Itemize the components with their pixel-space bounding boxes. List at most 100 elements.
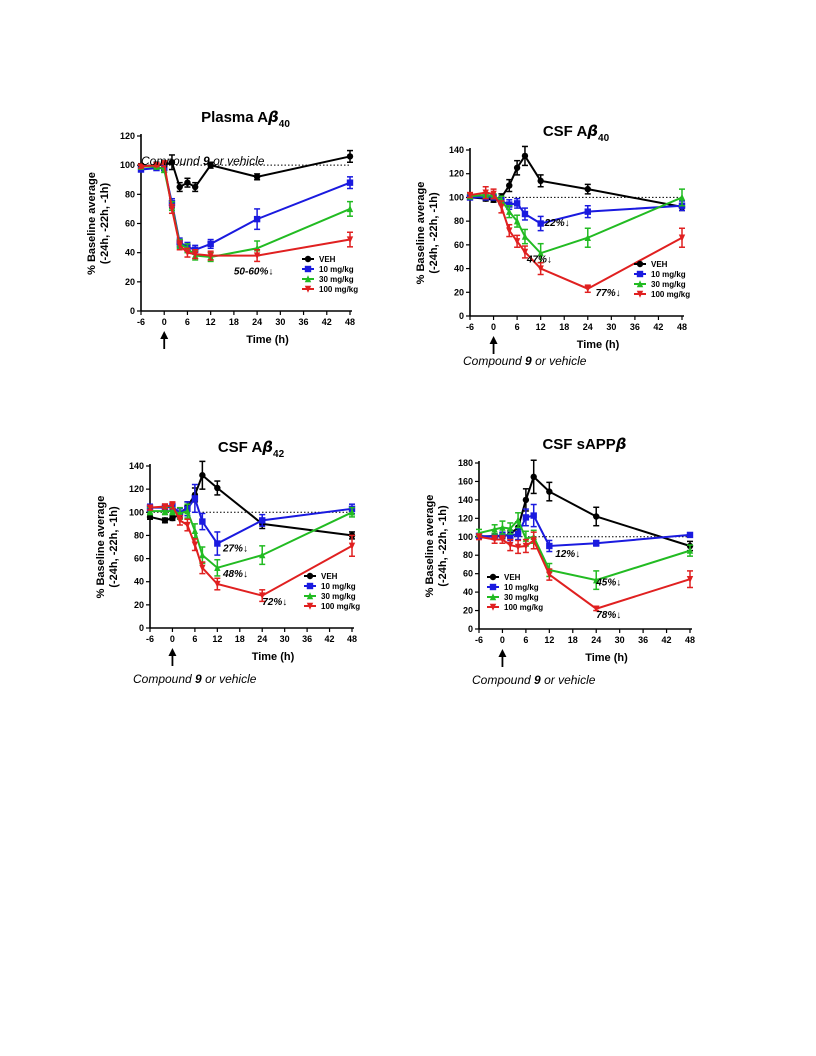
data-point [207, 161, 214, 169]
y-tick-label: 60 [463, 569, 473, 579]
y-tick-label: 60 [454, 240, 464, 250]
legend-marker [636, 280, 644, 288]
data-point [491, 525, 498, 533]
series-30mg [137, 162, 354, 263]
legend-marker [306, 602, 314, 610]
legend-label: VEH [321, 572, 338, 581]
legend-marker [304, 255, 312, 263]
data-point [191, 495, 199, 502]
x-tick-label: 0 [170, 634, 175, 644]
x-tick-label: 12 [544, 635, 554, 645]
data-point [184, 249, 191, 257]
chart-title: Plasma Aβ40 [201, 108, 290, 130]
x-axis-label: Time (h) [585, 652, 628, 664]
legend-marker [636, 270, 644, 278]
data-point [153, 161, 160, 169]
x-axis-label: Time (h) [577, 339, 620, 351]
reduction-annotation: 27%↓ [222, 544, 248, 555]
data-point [506, 207, 513, 215]
data-point [168, 159, 176, 166]
x-tick-label: 30 [275, 317, 285, 327]
legend-label: 100 mg/kg [651, 290, 690, 299]
y-tick-label: 60 [125, 219, 135, 229]
series-line [150, 496, 353, 545]
x-tick-label: 6 [192, 634, 197, 644]
title-text: CSF A [218, 439, 263, 456]
data-point [207, 252, 214, 260]
y-tick-label: 120 [449, 169, 464, 179]
y-tick-label: 140 [449, 145, 464, 155]
data-point [514, 530, 522, 538]
chart-title: CSF sAPPβ [542, 435, 626, 453]
data-point [214, 564, 221, 572]
legend-marker [304, 265, 312, 273]
x-axis-label: Time (h) [252, 651, 295, 663]
caption-text: or vehicle [202, 672, 257, 686]
data-point [346, 205, 354, 213]
legend-marker [306, 582, 314, 590]
data-point [593, 513, 600, 520]
data-point [466, 191, 474, 199]
reduction-annotation: 48%↓ [222, 569, 248, 580]
x-tick-label: 24 [252, 317, 262, 327]
legend-marker [304, 285, 312, 293]
y-axis-label: % Baseline average [95, 496, 107, 599]
data-point [678, 234, 686, 242]
data-point [513, 238, 521, 245]
legend-label: VEH [651, 260, 668, 269]
data-point [161, 517, 169, 524]
x-tick-label: 48 [677, 322, 687, 332]
data-point [169, 507, 176, 515]
caption-text: Compound [141, 154, 203, 168]
x-tick-label: 36 [302, 634, 312, 644]
y-tick-label: 120 [120, 131, 135, 141]
dosing-arrow-icon [160, 331, 169, 339]
legend-label: 30 mg/kg [504, 593, 539, 602]
data-point [169, 502, 176, 510]
y-axis-label-2: (-24h, -22h, -1h) [437, 505, 449, 587]
data-point [521, 152, 529, 160]
x-tick-label: 18 [568, 635, 578, 645]
y-axis-label: % Baseline average [424, 495, 436, 598]
legend-label: 100 mg/kg [321, 602, 360, 611]
dosing-caption: Compound 9 or vehicle [141, 154, 265, 168]
data-point [686, 531, 694, 539]
x-tick-label: 18 [235, 634, 245, 644]
reduction-annotation: 78%↓ [596, 610, 621, 621]
data-point [686, 546, 694, 554]
y-tick-label: 100 [449, 192, 464, 202]
data-point [507, 532, 514, 540]
x-tick-label: 0 [500, 635, 505, 645]
data-point [475, 533, 483, 541]
legend-marker [636, 260, 644, 268]
y-tick-label: 0 [468, 624, 473, 634]
y-tick-label: 100 [129, 507, 144, 517]
x-tick-label: 42 [322, 317, 332, 327]
x-tick-label: 12 [212, 634, 222, 644]
data-point [214, 540, 221, 547]
series-line [469, 154, 683, 208]
dosing-arrow-icon [489, 336, 498, 344]
data-point [530, 473, 537, 481]
data-point [191, 183, 199, 191]
data-point [214, 580, 221, 588]
series-line [149, 504, 353, 597]
series-line [478, 514, 691, 548]
y-tick-label: 40 [134, 577, 144, 587]
data-point [506, 201, 513, 208]
x-tick-label: 24 [583, 322, 593, 332]
data-point [346, 236, 354, 244]
x-tick-label: 0 [491, 322, 496, 332]
data-point [521, 248, 529, 256]
data-point [514, 543, 522, 551]
y-tick-label: 180 [458, 458, 473, 468]
y-tick-label: 80 [125, 189, 135, 199]
legend-marker [489, 573, 497, 581]
reduction-annotation: 77%↓ [596, 288, 621, 299]
x-axis-label: Time (h) [246, 334, 289, 346]
series-line [469, 191, 683, 290]
